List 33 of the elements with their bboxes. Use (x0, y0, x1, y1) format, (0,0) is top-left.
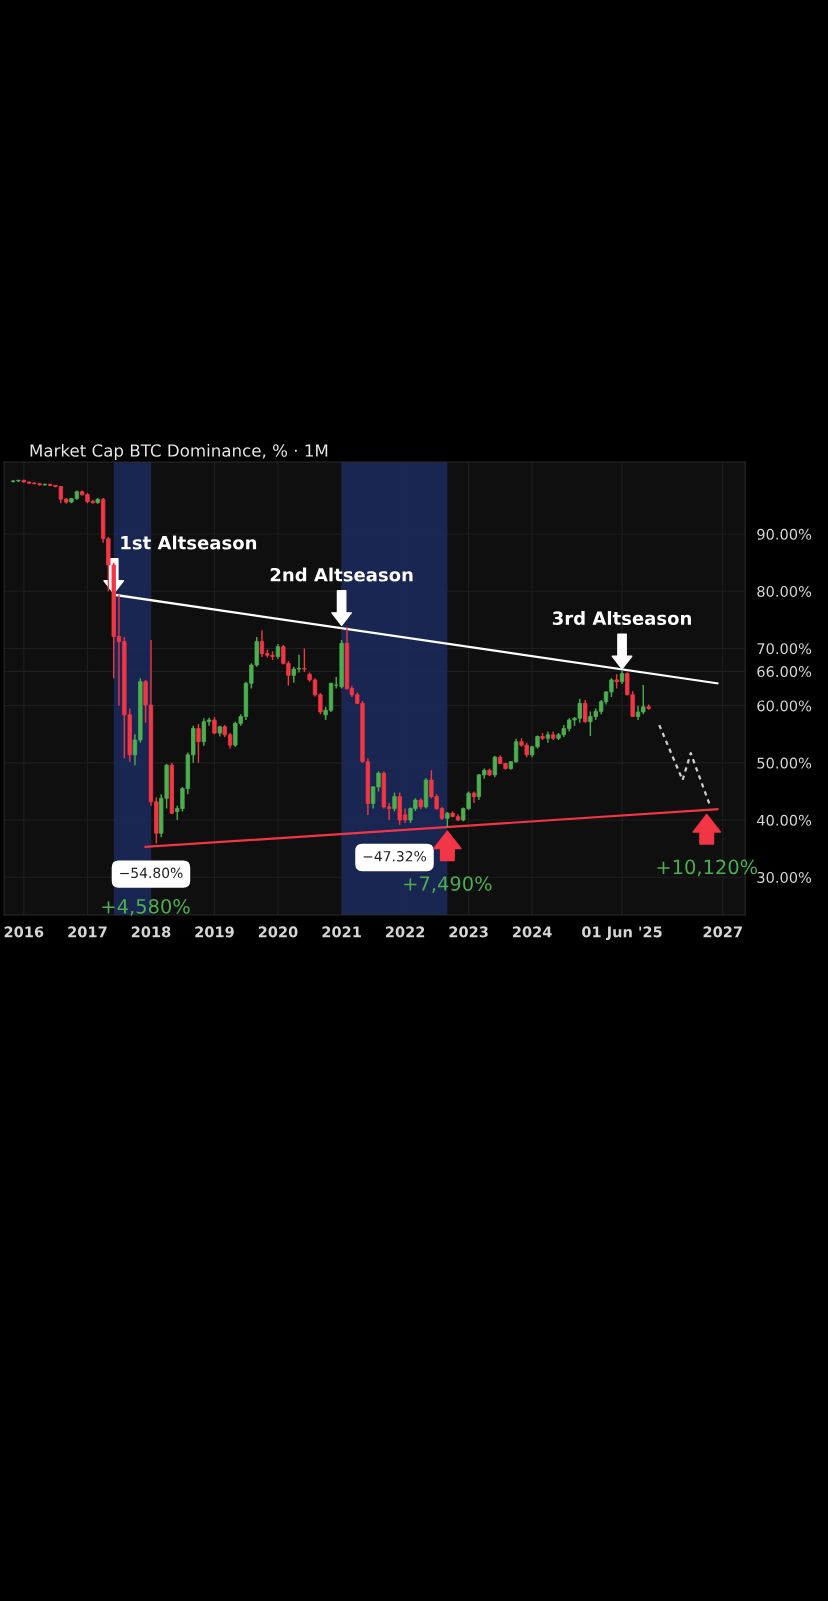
x-tick-label: 2023 (449, 926, 488, 938)
x-tick-label: 2027 (703, 926, 742, 938)
annotation: +7,490% (404, 876, 492, 893)
annotation: +10,120% (657, 859, 758, 877)
candlestick (583, 699, 588, 724)
x-tick-label: 2017 (68, 926, 107, 938)
candlestick (302, 647, 307, 673)
y-tick-label: 40.00% (757, 814, 812, 826)
chart-title: Market Cap BTC Dominance, % · 1M (30, 443, 328, 461)
x-tick-label: 2021 (322, 926, 361, 938)
annotation: −47.32% (363, 851, 427, 862)
x-tick-label: 2019 (195, 926, 234, 938)
annotation: +4,580% (102, 898, 190, 916)
annotation: −54.80% (120, 867, 183, 879)
x-tick-label: 2016 (4, 926, 44, 938)
x-tick-label: 2020 (258, 926, 298, 938)
y-tick-label: 60.00% (757, 700, 812, 712)
y-tick-label: 50.00% (757, 757, 812, 769)
x-tick-label: 2024 (512, 926, 552, 938)
x-tick-label: 2018 (131, 926, 171, 938)
x-tick-label: 2022 (385, 926, 425, 938)
candlestick (196, 723, 201, 764)
line-series (658, 724, 711, 805)
y-tick-label: 80.00% (757, 585, 812, 598)
y-tick-label: 90.00% (757, 528, 812, 540)
x-tick-label: 01 Jun '25 (582, 926, 662, 941)
y-tick-label: 66.00% (757, 666, 812, 678)
annotation: 1st Altseason (121, 535, 257, 550)
annotation: 2nd Altseason (270, 567, 413, 582)
y-tick-label: 70.00% (757, 643, 812, 655)
annotation: 3rd Altseason (552, 611, 691, 626)
candlestick (392, 791, 397, 813)
y-tick-label: 30.00% (757, 871, 812, 883)
